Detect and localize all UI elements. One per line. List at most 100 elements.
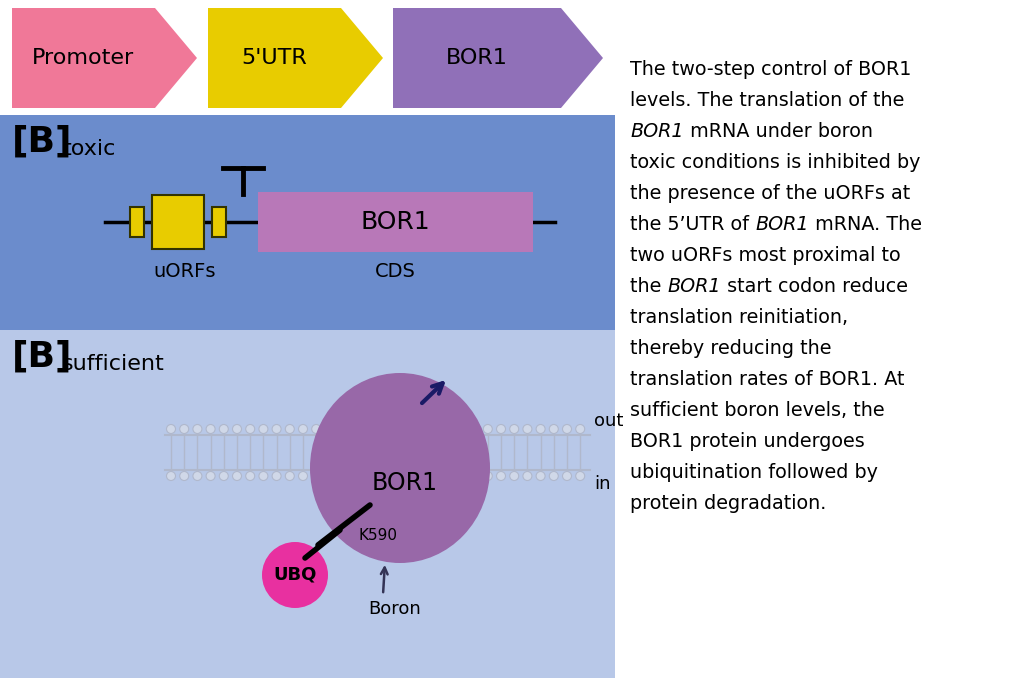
Text: protein degradation.: protein degradation. [630,494,826,513]
Ellipse shape [351,424,360,433]
Text: Promoter: Promoter [32,48,135,68]
Text: BOR1: BOR1 [755,215,809,234]
Circle shape [262,542,328,608]
Bar [0,330,615,678]
Ellipse shape [391,424,400,433]
Text: the presence of the uORFs at: the presence of the uORFs at [630,184,911,203]
Text: [B]: [B] [12,340,72,374]
Ellipse shape [233,471,241,481]
Ellipse shape [299,471,308,481]
Text: toxic: toxic [62,139,115,159]
Text: start codon reduce: start codon reduce [721,277,908,296]
Ellipse shape [285,424,295,433]
Ellipse shape [193,471,202,481]
Ellipse shape [496,471,506,481]
Ellipse shape [536,424,545,433]
Ellipse shape [272,471,281,481]
Text: the: the [630,277,667,296]
Text: two uORFs most proximal to: two uORFs most proximal to [630,246,900,265]
Ellipse shape [483,424,492,433]
Polygon shape [393,8,603,108]
Text: BOR1: BOR1 [667,277,721,296]
Text: 5'UTR: 5'UTR [242,48,307,68]
Ellipse shape [457,471,466,481]
Text: ubiquitination followed by: ubiquitination followed by [630,463,878,482]
Ellipse shape [365,424,374,433]
Text: out: out [594,412,623,430]
Ellipse shape [167,471,175,481]
Ellipse shape [483,471,492,481]
Ellipse shape [219,424,229,433]
Ellipse shape [179,424,188,433]
Ellipse shape [259,424,268,433]
Ellipse shape [391,471,400,481]
Text: Boron: Boron [369,600,421,618]
Text: BOR1: BOR1 [446,48,508,68]
Text: [B]: [B] [12,125,72,159]
Polygon shape [208,8,383,108]
Ellipse shape [470,424,479,433]
Bar [0,115,615,330]
Text: BOR1: BOR1 [360,210,431,234]
Ellipse shape [431,471,440,481]
Ellipse shape [404,424,413,433]
Ellipse shape [285,471,295,481]
Text: BOR1: BOR1 [630,122,684,141]
Ellipse shape [470,471,479,481]
Text: mRNA. The: mRNA. The [809,215,922,234]
Ellipse shape [378,424,386,433]
Ellipse shape [378,471,386,481]
Ellipse shape [193,424,202,433]
Text: toxic conditions is inhibited by: toxic conditions is inhibited by [630,153,921,172]
Text: levels. The translation of the: levels. The translation of the [630,91,904,110]
Text: mRNA under boron: mRNA under boron [684,122,872,141]
Ellipse shape [510,424,519,433]
Ellipse shape [431,424,440,433]
Ellipse shape [444,471,453,481]
Ellipse shape [324,424,334,433]
Ellipse shape [417,471,426,481]
Ellipse shape [457,424,466,433]
Text: The two-step control of BOR1: The two-step control of BOR1 [630,60,912,79]
Ellipse shape [444,424,453,433]
Ellipse shape [312,471,320,481]
Bar [130,207,144,237]
Ellipse shape [299,424,308,433]
Text: uORFs: uORFs [153,262,216,281]
Bar [152,195,204,249]
Ellipse shape [576,424,585,433]
Ellipse shape [510,471,519,481]
Ellipse shape [259,471,268,481]
Text: CDS: CDS [375,262,415,281]
Ellipse shape [246,424,254,433]
Ellipse shape [496,424,506,433]
Ellipse shape [338,424,347,433]
Ellipse shape [417,424,426,433]
Text: BOR1 protein undergoes: BOR1 protein undergoes [630,432,865,451]
Bar [212,207,226,237]
Ellipse shape [167,424,175,433]
Ellipse shape [351,471,360,481]
Ellipse shape [246,471,254,481]
Ellipse shape [562,424,572,433]
Text: in: in [594,475,611,493]
Ellipse shape [324,471,334,481]
Ellipse shape [523,424,531,433]
Ellipse shape [233,424,241,433]
Ellipse shape [219,471,229,481]
Ellipse shape [536,471,545,481]
Text: K590: K590 [358,527,397,542]
Text: the 5’UTR of: the 5’UTR of [630,215,755,234]
Ellipse shape [310,373,490,563]
Ellipse shape [206,471,215,481]
Ellipse shape [562,471,572,481]
Text: thereby reducing the: thereby reducing the [630,339,831,358]
Text: translation rates of BOR1. At: translation rates of BOR1. At [630,370,904,389]
Text: BOR1: BOR1 [372,471,438,495]
Text: sufficient boron levels, the: sufficient boron levels, the [630,401,885,420]
Ellipse shape [312,424,320,433]
Text: translation reinitiation,: translation reinitiation, [630,308,848,327]
Ellipse shape [179,471,188,481]
Polygon shape [12,8,197,108]
Text: UBQ: UBQ [273,566,316,584]
